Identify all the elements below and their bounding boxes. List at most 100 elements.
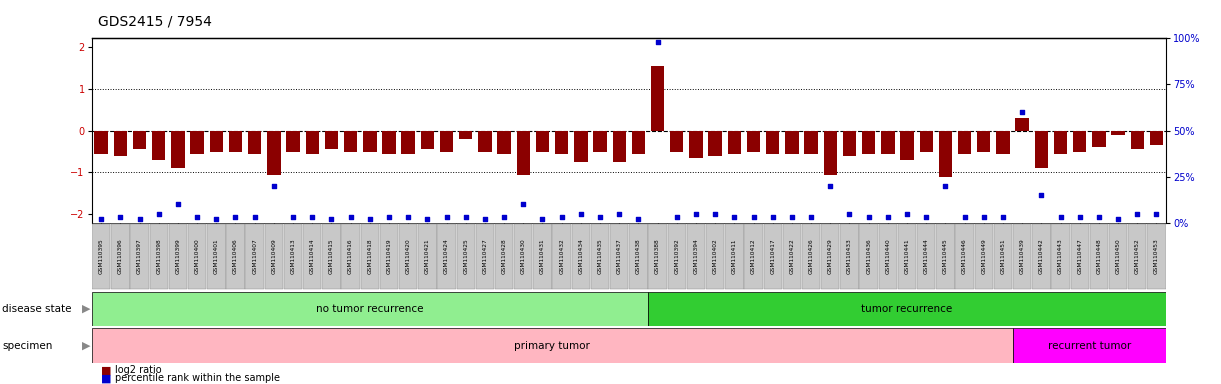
Point: [168, 201, 188, 207]
Bar: [497, 131, 510, 154]
Bar: [648, 292, 1166, 326]
Text: GSM110442: GSM110442: [1039, 238, 1044, 274]
Bar: [420, 131, 435, 149]
Bar: [708, 131, 722, 156]
Bar: [131, 224, 149, 289]
Text: GSM110452: GSM110452: [1134, 238, 1139, 274]
Text: GSM110441: GSM110441: [905, 238, 910, 274]
Text: GSM110418: GSM110418: [368, 238, 372, 274]
Bar: [1054, 131, 1067, 154]
Point: [763, 214, 783, 220]
Bar: [937, 224, 955, 289]
Point: [1089, 214, 1109, 220]
Bar: [360, 224, 379, 289]
Point: [321, 216, 341, 222]
Bar: [1071, 224, 1089, 289]
Point: [475, 216, 495, 222]
Bar: [479, 131, 492, 152]
Bar: [689, 131, 703, 158]
Bar: [476, 224, 495, 289]
Text: ▶: ▶: [82, 304, 90, 314]
Text: no tumor recurrence: no tumor recurrence: [316, 304, 424, 314]
Bar: [440, 131, 453, 152]
Bar: [840, 224, 858, 289]
Bar: [168, 224, 187, 289]
Bar: [591, 224, 609, 289]
Point: [706, 210, 725, 217]
Bar: [897, 224, 916, 289]
Text: GSM110426: GSM110426: [808, 238, 813, 274]
Point: [878, 214, 897, 220]
Bar: [1051, 224, 1070, 289]
Bar: [574, 131, 587, 162]
Bar: [554, 131, 569, 154]
Text: GSM110413: GSM110413: [291, 238, 295, 274]
Bar: [1148, 224, 1166, 289]
Point: [111, 214, 131, 220]
Point: [974, 214, 994, 220]
Bar: [380, 224, 398, 289]
Bar: [629, 224, 647, 289]
Bar: [114, 131, 127, 156]
Text: GSM110427: GSM110427: [482, 238, 487, 274]
Bar: [668, 224, 686, 289]
Text: GSM110450: GSM110450: [1116, 238, 1121, 274]
Point: [858, 214, 878, 220]
Bar: [534, 224, 552, 289]
Text: GSM110440: GSM110440: [885, 238, 890, 274]
Point: [206, 216, 226, 222]
Bar: [823, 131, 838, 175]
Bar: [686, 224, 706, 289]
Point: [495, 214, 514, 220]
Bar: [610, 224, 629, 289]
Text: GSM110425: GSM110425: [463, 238, 468, 274]
Text: GSM110399: GSM110399: [176, 238, 181, 274]
Text: disease state: disease state: [2, 304, 72, 314]
Text: GSM110446: GSM110446: [962, 238, 967, 274]
Point: [1070, 214, 1089, 220]
Text: GSM110433: GSM110433: [847, 238, 852, 274]
Point: [418, 216, 437, 222]
Text: GSM110398: GSM110398: [156, 238, 161, 274]
Bar: [1111, 131, 1125, 135]
Point: [532, 216, 552, 222]
Point: [514, 201, 534, 207]
Text: GSM110409: GSM110409: [271, 238, 276, 274]
Text: GSM110431: GSM110431: [540, 238, 545, 274]
Text: ■: ■: [101, 365, 112, 375]
Bar: [382, 131, 396, 154]
Point: [226, 214, 245, 220]
Text: GSM110402: GSM110402: [713, 238, 718, 274]
Point: [398, 214, 418, 220]
Bar: [459, 131, 473, 139]
Bar: [996, 131, 1010, 154]
Point: [744, 214, 763, 220]
Text: GSM110422: GSM110422: [790, 238, 795, 274]
Bar: [552, 224, 571, 289]
Point: [629, 216, 648, 222]
Bar: [728, 131, 741, 154]
Point: [283, 214, 303, 220]
Text: GSM110432: GSM110432: [559, 238, 564, 274]
Bar: [342, 224, 360, 289]
Bar: [286, 131, 300, 152]
Text: GSM110428: GSM110428: [502, 238, 507, 274]
Point: [1051, 214, 1071, 220]
Bar: [651, 66, 664, 131]
Bar: [514, 224, 532, 289]
Bar: [900, 131, 913, 160]
Bar: [94, 131, 107, 154]
Bar: [228, 131, 242, 152]
Bar: [821, 224, 840, 289]
Bar: [188, 224, 206, 289]
Text: GDS2415 / 7954: GDS2415 / 7954: [98, 15, 211, 29]
Text: GSM110438: GSM110438: [636, 238, 641, 274]
Bar: [648, 224, 667, 289]
Text: GSM110447: GSM110447: [1077, 238, 1082, 274]
Bar: [1034, 131, 1048, 168]
Bar: [783, 224, 801, 289]
Text: ▶: ▶: [82, 341, 90, 351]
Bar: [111, 224, 129, 289]
Point: [609, 210, 629, 217]
Bar: [303, 224, 321, 289]
